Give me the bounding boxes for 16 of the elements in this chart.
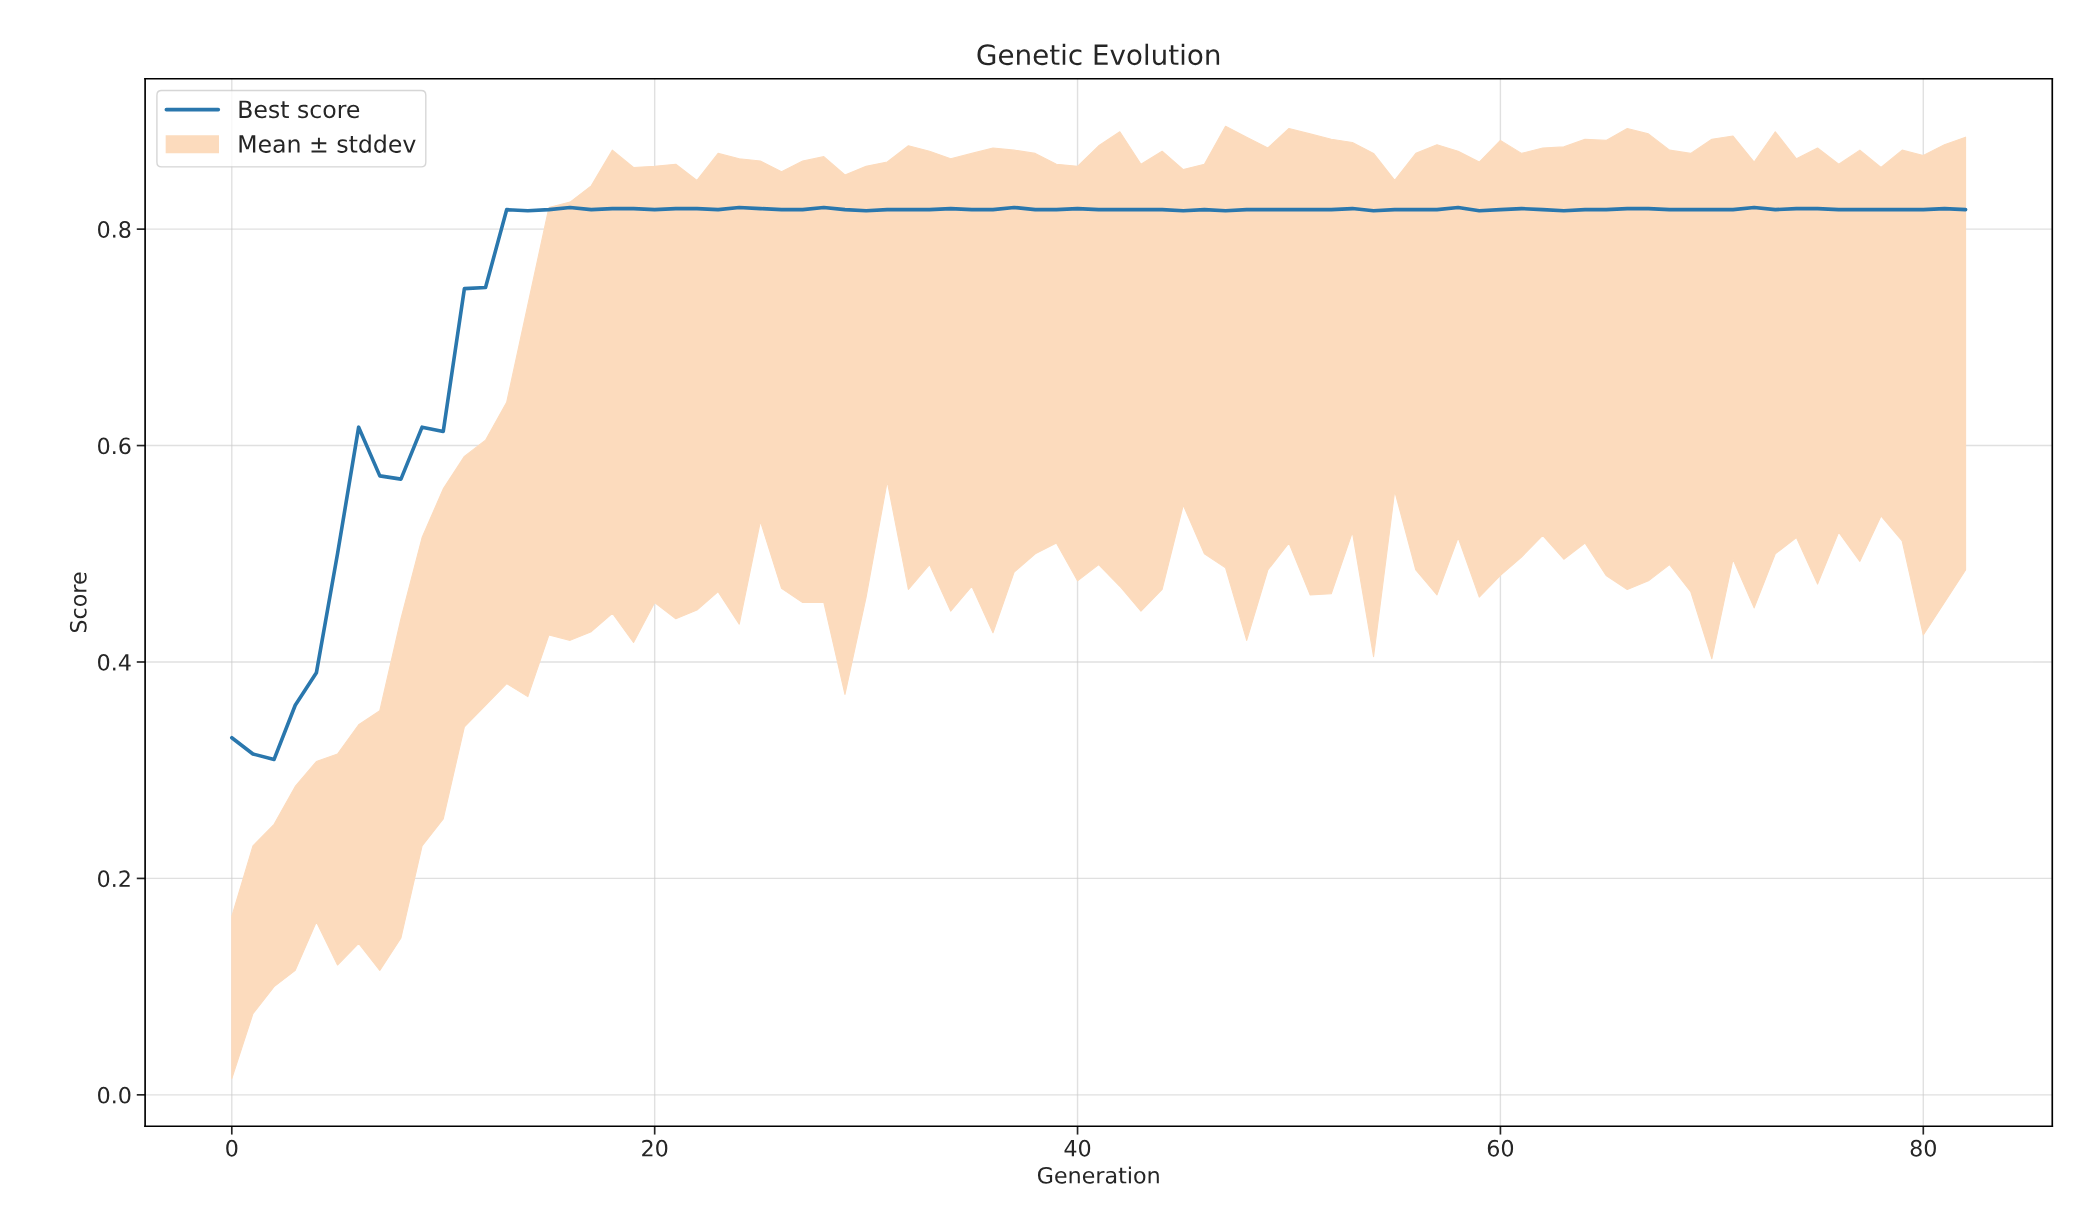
x-tick-label: 0 bbox=[226, 1139, 238, 1157]
legend-label: Mean ± stddev bbox=[239, 134, 416, 153]
x-tick-label: 80 bbox=[1910, 1139, 1936, 1157]
y-tick-label: 0.8 bbox=[98, 221, 131, 238]
x-axis-title: Generation bbox=[1037, 1166, 1159, 1184]
y-tick-label: 0.0 bbox=[98, 1086, 131, 1104]
x-tick-label: 40 bbox=[1064, 1139, 1091, 1157]
chart-title: Genetic Evolution bbox=[977, 43, 1220, 66]
y-tick-label: 0.4 bbox=[98, 653, 131, 671]
legend-label: Best score bbox=[239, 100, 360, 119]
line-series bbox=[229, 205, 1968, 762]
y-tick-label: 0.6 bbox=[98, 437, 131, 455]
y-tick-label: 0.2 bbox=[98, 870, 130, 888]
y-axis-title: Score bbox=[69, 572, 87, 633]
x-tick-label: 20 bbox=[642, 1139, 668, 1157]
x-tick-label: 60 bbox=[1487, 1139, 1514, 1157]
